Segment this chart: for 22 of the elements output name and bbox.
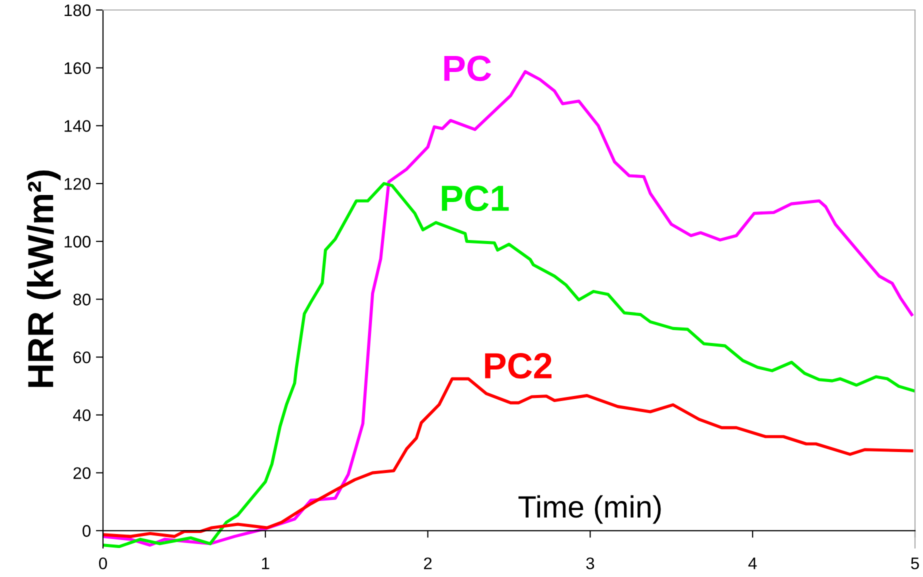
series-label: PC1 [442,186,509,212]
x-tick-label: 5 [911,558,919,570]
x-tick-label: 4 [748,558,757,570]
x-tick-label: 1 [262,558,270,570]
y-tick-label: 20 [73,467,91,479]
line-series [103,377,914,538]
y-tick-label: 100 [64,236,91,248]
y-tick-label: 0 [82,525,91,537]
y-tick-label: 40 [73,409,91,422]
y-tick-label: 80 [73,294,91,306]
x-tick-label: 0 [99,557,107,570]
annotation: Time (min) [518,495,661,524]
y-tick-label: 140 [64,120,91,132]
y-axis-title: HRR (kW/m²) [26,170,61,387]
series-label: PC2 [485,353,552,379]
x-tick-label: 2 [424,557,432,570]
y-tick-label: 60 [74,352,91,364]
y-tick-label: 120 [64,178,91,190]
y-tick-label: 180 [64,4,91,16]
y-tick-label: 160 [64,62,91,74]
x-tick-label: 3 [586,557,594,570]
series-label: PC [444,56,492,82]
